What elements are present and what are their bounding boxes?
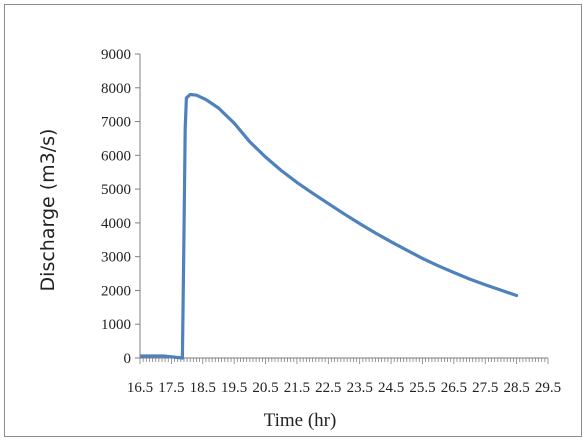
x-tick-label: 20.5 [252,380,278,396]
x-tick-label: 26.5 [441,380,467,396]
y-tick-label: 5000 [101,182,131,198]
x-tick-label: 28.5 [503,380,529,396]
y-tick-label: 7000 [101,115,131,131]
x-tick-label: 21.5 [284,380,310,396]
x-tick-label: 22.5 [315,380,341,396]
y-axis-label: Discharge (m3/s) [37,129,59,292]
y-tick-label: 4000 [101,216,131,232]
x-tick-labels: 16.5 17.5 18.5 19.5 20.5 21.5 22.5 23.5 24.5 25.5… [127,380,561,396]
y-tick-labels: 0 1000 2000 3000 4000 5000 6000 7000 8000 9000 [101,47,131,367]
x-axis-label: Time (hr) [264,410,337,431]
y-tick-label: 3000 [101,250,131,266]
x-tick-label: 16.5 [127,380,153,396]
x-tick-label: 19.5 [221,380,247,396]
y-tick-label: 0 [124,351,132,367]
x-tick-label: 24.5 [378,380,404,396]
y-tick-label: 9000 [101,47,131,63]
y-tick-label: 6000 [101,148,131,164]
axes [135,53,549,364]
x-tick-label: 23.5 [347,380,373,396]
series-group [140,92,519,360]
chart-frame [4,4,582,437]
x-tick-label: 29.5 [535,380,561,396]
y-tick-label: 2000 [101,283,131,299]
x-tick-label: 27.5 [472,380,498,396]
y-tick-label: 1000 [101,317,131,333]
x-tick-label: 18.5 [190,380,216,396]
y-tick-label: 8000 [101,81,131,97]
x-tick-label: 25.5 [409,380,435,396]
series-line-discharge [140,92,519,360]
x-tick-label: 17.5 [158,380,184,396]
